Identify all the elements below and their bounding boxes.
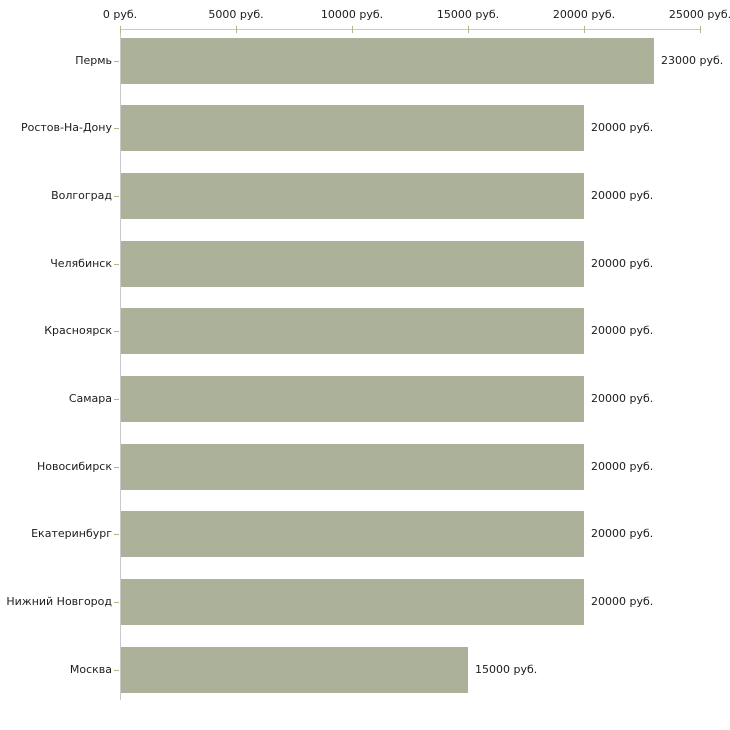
category-tick <box>114 467 119 468</box>
x-axis-tick-label: 20000 руб. <box>552 8 616 21</box>
x-axis-tick-label: 25000 руб. <box>668 8 730 21</box>
x-axis-tick <box>120 26 121 33</box>
bar <box>121 579 584 625</box>
value-label: 15000 руб. <box>475 663 538 676</box>
value-label: 20000 руб. <box>591 324 654 337</box>
x-axis-tick <box>468 26 469 33</box>
x-axis-tick-label: 5000 руб. <box>208 8 264 21</box>
value-label: 20000 руб. <box>591 392 654 405</box>
x-axis-tick <box>236 26 237 33</box>
category-tick <box>114 534 119 535</box>
category-tick <box>114 602 119 603</box>
bar <box>121 38 654 84</box>
category-tick <box>114 264 119 265</box>
category-label: Пермь <box>75 54 112 67</box>
bar <box>121 376 584 422</box>
bar <box>121 241 584 287</box>
category-tick <box>114 399 119 400</box>
category-label: Екатеринбург <box>31 527 112 540</box>
bar <box>121 173 584 219</box>
x-axis-tick <box>700 26 701 33</box>
x-axis-tick-label: 10000 руб. <box>320 8 384 21</box>
value-label: 20000 руб. <box>591 527 654 540</box>
category-label: Челябинск <box>50 257 112 270</box>
x-axis-line <box>120 29 701 30</box>
value-label: 20000 руб. <box>591 189 654 202</box>
value-label: 20000 руб. <box>591 121 654 134</box>
x-axis-tick <box>352 26 353 33</box>
category-tick <box>114 128 119 129</box>
bar <box>121 511 584 557</box>
category-label: Волгоград <box>51 189 112 202</box>
category-tick <box>114 196 119 197</box>
category-label: Красноярск <box>44 324 112 337</box>
bar <box>121 444 584 490</box>
category-label: Ростов-На-Дону <box>20 121 112 134</box>
value-label: 20000 руб. <box>591 595 654 608</box>
category-label: Самара <box>68 392 112 405</box>
y-axis-line <box>120 29 121 700</box>
x-axis-tick-label: 0 руб. <box>102 8 138 21</box>
bar <box>121 308 584 354</box>
category-label: Новосибирск <box>36 460 112 473</box>
bar <box>121 647 468 693</box>
category-label: Москва <box>69 663 112 676</box>
bar <box>121 105 584 151</box>
category-tick <box>114 670 119 671</box>
category-label: Нижний Новгород <box>6 595 112 608</box>
x-axis-tick-label: 15000 руб. <box>436 8 500 21</box>
value-label: 20000 руб. <box>591 257 654 270</box>
x-axis-tick <box>584 26 585 33</box>
value-label: 20000 руб. <box>591 460 654 473</box>
category-tick <box>114 61 119 62</box>
category-tick <box>114 331 119 332</box>
value-label: 23000 руб. <box>661 54 724 67</box>
